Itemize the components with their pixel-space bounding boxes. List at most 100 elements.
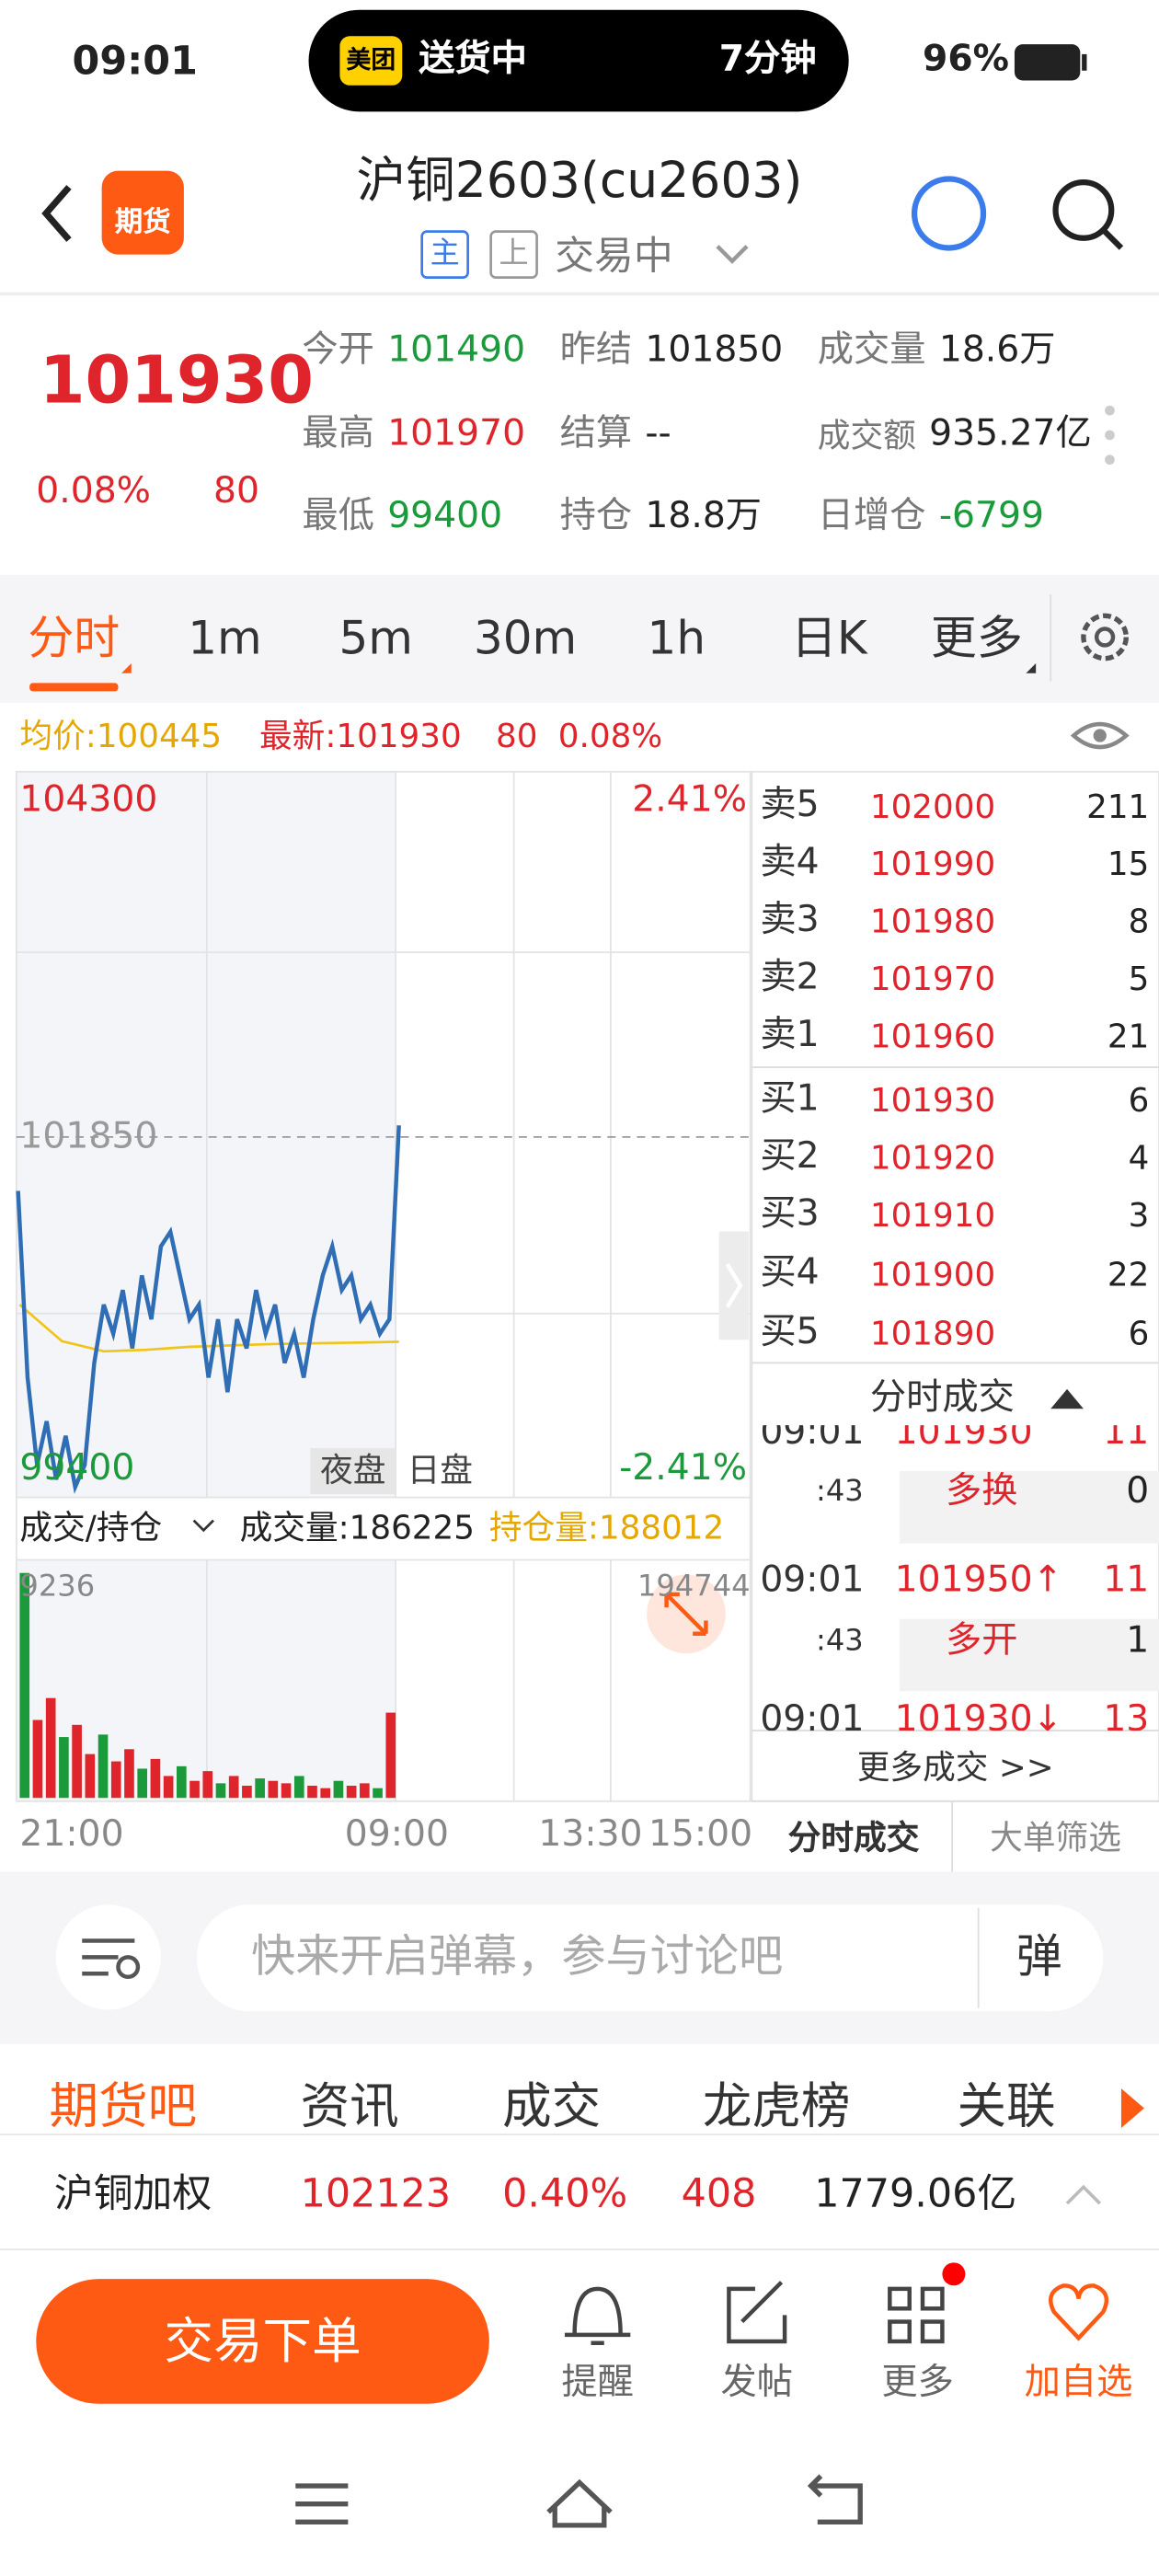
level-price: 101960 (869, 1016, 996, 1056)
time-label: 15:00 (648, 1814, 753, 1856)
trade-tab[interactable]: 大单筛选 (990, 1817, 1121, 1857)
volume-bar (202, 1771, 213, 1799)
action-button[interactable]: 加自选 (1024, 2363, 1133, 2404)
volume-bar (333, 1780, 344, 1799)
level-label: 买5 (760, 1311, 820, 1353)
trade-price: 101930↓ (894, 1699, 1063, 1731)
nav-tab[interactable]: 资讯 (300, 2078, 399, 2136)
volume-bar (177, 1765, 187, 1799)
delivery-status: 送货中 (419, 39, 527, 81)
danmu-button[interactable]: 弹 (1016, 1929, 1062, 1984)
nav-tab[interactable]: 期货吧 (49, 2078, 198, 2136)
volume-bar (137, 1768, 148, 1799)
volume-bar (85, 1754, 96, 1799)
volume-bar (150, 1758, 161, 1799)
volume-bar (242, 1786, 252, 1799)
indicator-selector[interactable]: 成交/持仓 (19, 1507, 163, 1547)
related-name: 沪铜加权 (53, 2170, 212, 2217)
period-tab[interactable]: 更多 (930, 610, 1023, 665)
period-tab[interactable]: 30m (473, 610, 578, 665)
level-price: 101980 (869, 901, 996, 941)
period-tab[interactable]: 1h (647, 610, 706, 665)
nav-tab[interactable]: 龙虎榜 (702, 2078, 851, 2136)
volume-bar (320, 1788, 331, 1799)
volume-bar (293, 1776, 304, 1799)
action-button[interactable]: 发帖 (720, 2363, 794, 2404)
level-volume: 21 (1107, 1016, 1150, 1056)
field-value: 101490 (387, 329, 526, 372)
period-tab[interactable]: 日K (790, 610, 867, 665)
period-tab[interactable]: 分时 (28, 610, 120, 665)
volume-bar (98, 1734, 109, 1799)
comment-input[interactable]: 快来开启弹幕，参与讨论吧 (251, 1931, 784, 1984)
trade-volume: 13 (1103, 1699, 1150, 1731)
volume-bar (346, 1786, 357, 1799)
y-ref-label: 101850 (19, 1115, 158, 1157)
field-label: 昨结 (559, 329, 633, 372)
volume-bar (228, 1776, 239, 1799)
trade-button[interactable]: 交易下单 (164, 2313, 361, 2372)
app-badge: 美团 (346, 45, 396, 75)
action-button[interactable]: 更多 (881, 2363, 954, 2404)
avg-line (18, 1304, 399, 1353)
volume-bar (360, 1783, 370, 1799)
volume-bar (215, 1783, 226, 1799)
price-line (16, 1125, 401, 1494)
level-price: 101890 (869, 1313, 996, 1353)
volume-bar (110, 1761, 121, 1799)
trade-volume: 1 (1126, 1620, 1150, 1662)
trade-price: 101950↑ (894, 1559, 1063, 1602)
y-max-label: 104300 (19, 779, 158, 822)
volume-bar (163, 1776, 174, 1799)
field-value: 101970 (387, 413, 526, 455)
period-tab[interactable]: 1m (188, 610, 262, 665)
nav-tab[interactable]: 关联 (957, 2078, 1056, 2136)
volume-max-label: 9236 (19, 1570, 96, 1604)
nav-tab[interactable]: 成交 (502, 2078, 602, 2136)
trade-volume: 11 (1103, 1559, 1150, 1602)
level-volume: 22 (1107, 1254, 1150, 1294)
latest-price: 最新:101930 (258, 716, 462, 755)
level-label: 卖2 (760, 957, 820, 999)
level-volume: 3 (1128, 1195, 1150, 1236)
level-label: 买1 (760, 1078, 820, 1121)
level-label: 卖3 (760, 900, 820, 941)
volume-bar (59, 1737, 69, 1799)
trade-tab[interactable]: 分时成交 (787, 1817, 920, 1857)
trades-title: 分时成交 (869, 1377, 1015, 1419)
level-price: 101990 (869, 844, 996, 884)
more-trades[interactable]: 更多成交 >> (856, 1746, 1054, 1787)
volume-total: 成交量:186225 (239, 1507, 475, 1547)
trade-volume: 11 (1103, 1425, 1150, 1454)
field-label: 结算 (559, 413, 633, 455)
field-value: 18.8万 (645, 495, 763, 537)
volume-bar (385, 1712, 396, 1799)
volume-bar (373, 1788, 383, 1799)
trade-state[interactable]: 交易中 (555, 233, 673, 280)
trade-list: 09:01 101930 11:43 多换 0 09:01 101950↑ 11:43 多开 1 0… (0, 1425, 1159, 1731)
tag: 主 (430, 236, 460, 271)
level-price: 101920 (869, 1137, 996, 1178)
field-value: 935.27亿 (929, 413, 1092, 455)
level-volume: 4 (1128, 1137, 1150, 1178)
level-volume: 211 (1086, 786, 1150, 826)
level-price: 101970 (869, 959, 996, 999)
related-turnover: 1779.06亿 (814, 2170, 1017, 2217)
period-tab[interactable]: 5m (339, 610, 413, 665)
volume-bar (255, 1778, 265, 1799)
action-button[interactable]: 提醒 (561, 2363, 634, 2404)
open-interest: 持仓量:188012 (488, 1507, 725, 1547)
field-value: -- (645, 413, 671, 455)
change: 80 (213, 471, 259, 512)
avg-price: 均价:100445 (19, 716, 223, 755)
level-label: 买2 (760, 1136, 820, 1178)
field-label: 成交额 (817, 415, 916, 455)
change: 80 (495, 716, 538, 755)
pct-max-label: 2.41% (632, 779, 748, 822)
battery: 96% (923, 39, 1010, 81)
clock: 09:01 (72, 38, 198, 85)
level-volume: 6 (1128, 1080, 1150, 1121)
field-label: 成交量 (817, 329, 926, 372)
